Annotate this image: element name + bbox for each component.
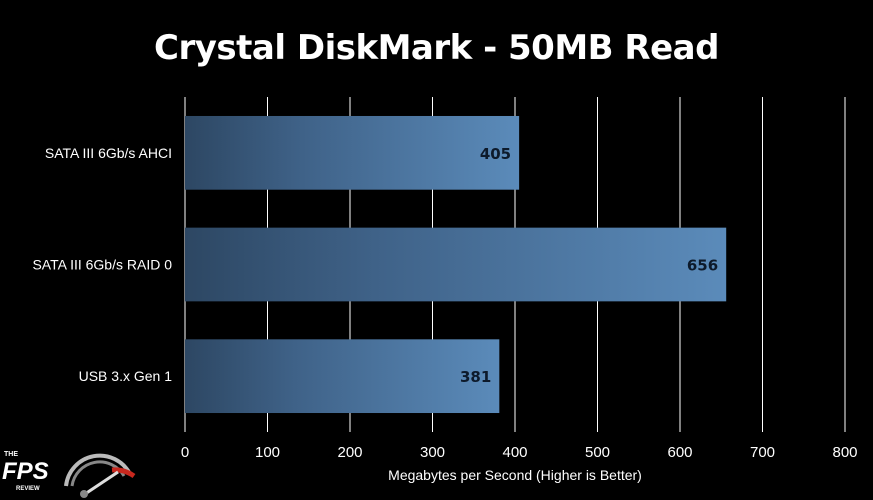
bar [185,339,500,414]
x-tick-label: 0 [181,444,189,461]
chart-title: Crystal DiskMark - 50MB Read [154,28,719,68]
x-tick-label: 400 [502,444,527,461]
data-label: 656 [687,257,718,275]
bars: 405 656 381 [185,115,727,414]
category-labels: SATA III 6Gb/s AHCI SATA III 6Gb/s RAID 0… [32,145,172,384]
bar [185,227,727,302]
svg-text:FPS: FPS [2,458,49,485]
category-label: SATA III 6Gb/s AHCI [45,145,172,161]
x-tick-label: 500 [585,444,610,461]
data-label: 405 [480,145,511,163]
x-axis-title: Megabytes per Second (Higher is Better) [388,467,642,483]
fps-review-logo: THE FPS REVIEW [2,451,136,498]
data-label: 381 [460,368,491,386]
x-tick-labels: 0 100 200 300 400 500 600 700 800 [181,444,858,461]
x-tick-label: 600 [667,444,692,461]
category-label: USB 3.x Gen 1 [79,368,173,384]
category-label: SATA III 6Gb/s RAID 0 [32,257,172,273]
x-tick-label: 300 [420,444,445,461]
bar [185,115,520,190]
x-tick-label: 700 [750,444,775,461]
svg-text:REVIEW: REVIEW [16,486,40,492]
x-tick-label: 800 [832,444,857,461]
svg-text:THE: THE [4,451,18,458]
x-tick-label: 100 [255,444,280,461]
x-tick-label: 200 [337,444,362,461]
